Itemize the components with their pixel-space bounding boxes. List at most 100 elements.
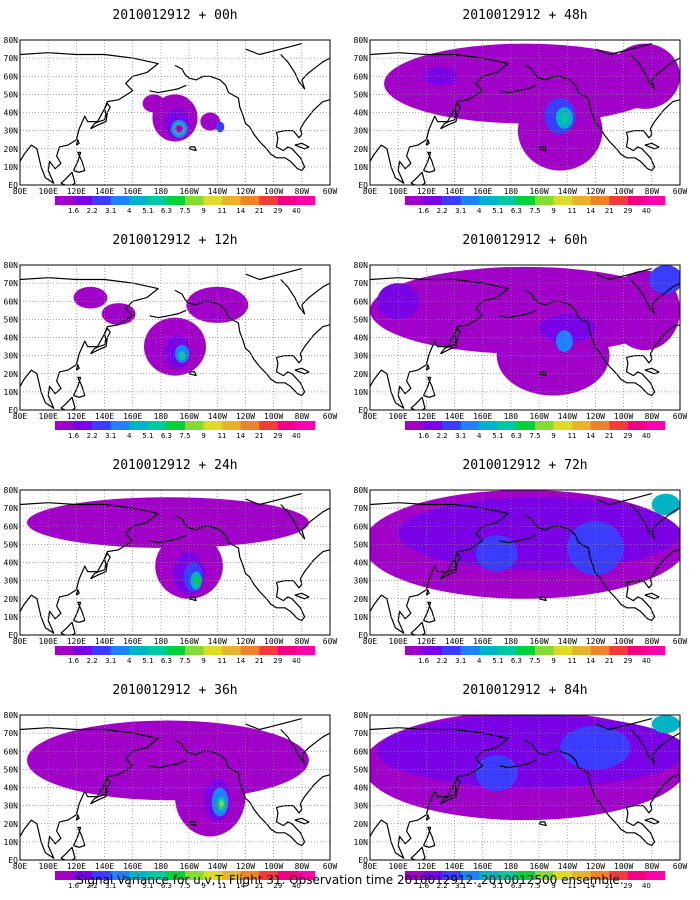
y-tick-label: 60N xyxy=(354,522,369,531)
map-plot: 80E 100E 120E 140E 160E 180 160W 140W 120W 100W 80… xyxy=(354,711,688,890)
coastline xyxy=(630,279,680,315)
colorbar-label: 2.2 xyxy=(437,882,448,890)
colorbar-label: 21 xyxy=(255,657,264,665)
colorbar-segment xyxy=(627,421,647,430)
coastline xyxy=(410,171,426,185)
x-tick-label: 80W xyxy=(645,637,660,646)
map-panel: 2010012912 + 48h 80E 100E 120E 140E 160E 180 16… xyxy=(350,0,700,225)
x-tick-label: 140E xyxy=(95,862,114,871)
colorbar-label: 5.1 xyxy=(492,882,503,890)
map-frame xyxy=(19,489,331,636)
x-tick-label: 120E xyxy=(417,862,436,871)
colorbar-label: 11 xyxy=(218,207,227,215)
coastline xyxy=(174,64,330,172)
variance-contour xyxy=(560,725,631,770)
colorbar-label: 1.6 xyxy=(418,207,430,215)
colorbar-label: 21 xyxy=(255,207,264,215)
colorbar-segment xyxy=(405,196,424,205)
y-tick-label: 60N xyxy=(4,72,19,81)
x-tick-label: 100W xyxy=(614,412,633,421)
x-tick-label: 100E xyxy=(39,862,58,871)
map-plot: 80E 100E 120E 140E 160E 180 160W 140W 120W 100W 80… xyxy=(4,711,338,890)
x-tick-label: 80E xyxy=(363,412,378,421)
coastline xyxy=(72,601,86,623)
x-tick-label: 60W xyxy=(673,637,688,646)
colorbar-segment xyxy=(535,196,554,205)
colorbar-label: 14 xyxy=(236,882,245,890)
colorbar-label: 29 xyxy=(623,882,632,890)
coastline xyxy=(149,759,187,769)
x-tick-label: 100E xyxy=(389,412,408,421)
y-tick-label: 40N xyxy=(4,109,19,118)
y-tick-label: 40N xyxy=(4,334,19,343)
colorbar-label: 9 xyxy=(201,657,205,665)
x-tick-label: 120E xyxy=(67,862,86,871)
colorbar-label: 6.3 xyxy=(161,432,172,440)
colorbar-segment xyxy=(92,871,112,880)
variance-contour xyxy=(73,286,108,309)
coastline xyxy=(440,777,461,805)
y-tick-label: 50N xyxy=(354,540,369,549)
y-tick-label: 60N xyxy=(354,72,369,81)
colorbar-segment xyxy=(185,646,204,655)
colorbar-segment xyxy=(590,421,610,430)
map-panel: 2010012912 + 12h 80E 100E 120E 140E 160E 180 16… xyxy=(0,225,350,450)
colorbar-segment xyxy=(147,196,167,205)
colorbar-label: 2.2 xyxy=(437,207,448,215)
colorbar-label: 11 xyxy=(568,882,577,890)
colorbar-label: 5.1 xyxy=(492,432,503,440)
colorbar-label: 14 xyxy=(586,657,595,665)
variance-contour xyxy=(556,330,573,352)
coastline xyxy=(410,396,426,410)
colorbar-segment xyxy=(166,196,186,205)
y-tick-label: 10N xyxy=(354,838,369,847)
colorbar-label: 6.3 xyxy=(511,657,522,665)
colorbar-label: 5.1 xyxy=(142,432,153,440)
x-tick-label: 160W xyxy=(179,412,198,421)
x-tick-label: 60W xyxy=(323,637,338,646)
panel-title: 2010012912 + 60h xyxy=(462,233,588,248)
variance-contour xyxy=(423,67,458,86)
colorbar-label: 40 xyxy=(292,432,301,440)
colorbar-segment xyxy=(460,871,480,880)
panel-title: 2010012912 + 36h xyxy=(112,683,238,698)
colorbar-label: 11 xyxy=(568,432,577,440)
colorbar-segment xyxy=(553,421,573,430)
x-tick-label: 80W xyxy=(645,187,660,196)
colorbar-label: 4 xyxy=(477,432,482,440)
map-panel: 2010012912 + 60h 80E 100E 120E 140E 160E 180 16… xyxy=(350,225,700,450)
coastline xyxy=(538,371,547,377)
colorbar-segment xyxy=(222,196,242,205)
coastline xyxy=(174,514,330,622)
colorbar-segment xyxy=(92,196,112,205)
x-tick-label: 120E xyxy=(417,412,436,421)
x-tick-label: 120E xyxy=(67,637,86,646)
colorbar-segment xyxy=(516,646,536,655)
y-tick-label: 10N xyxy=(354,388,369,397)
x-tick-label: 60W xyxy=(323,412,338,421)
map-panel: 2010012912 + 36h 80E 100E 120E 140E 160E 180 16… xyxy=(0,675,350,900)
y-tick-label: 70N xyxy=(354,729,369,738)
x-tick-label: 100W xyxy=(614,862,633,871)
colorbar-segment xyxy=(442,646,462,655)
x-tick-label: 140E xyxy=(95,187,114,196)
coastline xyxy=(188,146,197,152)
y-tick-label: EQ xyxy=(8,631,18,640)
coastline xyxy=(370,277,509,409)
y-tick-label: 60N xyxy=(354,747,369,756)
coastline xyxy=(370,52,509,184)
colorbar-label: 11 xyxy=(218,657,227,665)
coastline xyxy=(644,592,660,600)
colorbar-segment xyxy=(110,421,130,430)
coastline xyxy=(245,268,302,281)
coastline xyxy=(524,739,680,847)
x-tick-label: 120W xyxy=(236,187,255,196)
y-tick-label: 30N xyxy=(354,577,369,586)
colorbar-segment xyxy=(590,871,610,880)
colorbar-segment xyxy=(627,871,647,880)
x-tick-label: 140W xyxy=(558,862,577,871)
colorbar-segment xyxy=(240,646,260,655)
x-tick-label: 180 xyxy=(504,862,519,871)
colorbar-label: 21 xyxy=(605,432,614,440)
x-tick-label: 80E xyxy=(13,637,28,646)
